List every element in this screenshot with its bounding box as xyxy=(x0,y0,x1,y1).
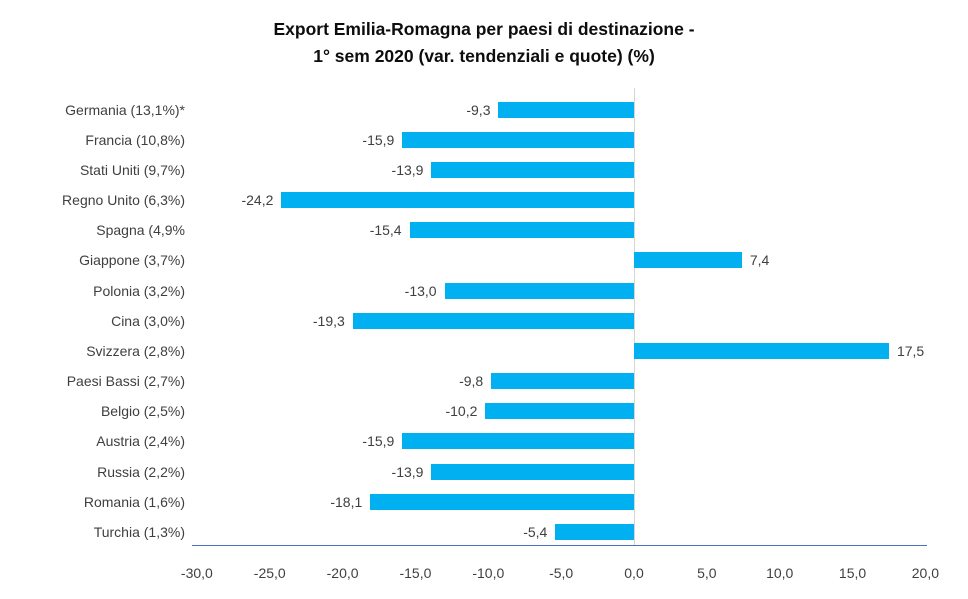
bar xyxy=(409,222,634,239)
x-tick-label: 20,0 xyxy=(911,565,940,581)
x-tick-label: -20,0 xyxy=(326,565,359,581)
category-label: Stati Uniti (9,7%) xyxy=(79,161,185,178)
category-label: Russia (2,2%) xyxy=(97,463,185,480)
category-label: Paesi Bassi (2,7%) xyxy=(66,373,185,390)
value-label: -9,8 xyxy=(459,373,484,390)
value-label: -15,4 xyxy=(369,222,402,239)
bar xyxy=(634,252,742,269)
value-label: 17,5 xyxy=(896,342,925,359)
value-label: -19,3 xyxy=(312,312,345,329)
value-label: -24,2 xyxy=(241,192,274,209)
bar xyxy=(402,131,634,148)
value-label: -13,0 xyxy=(404,282,437,299)
x-tick-label: 0,0 xyxy=(624,565,644,581)
value-label: -9,3 xyxy=(466,101,491,118)
category-label: Spagna (4,9% xyxy=(96,222,185,239)
x-tick-label: -15,0 xyxy=(399,565,432,581)
value-label: -5,4 xyxy=(523,523,548,540)
value-label: -18,1 xyxy=(330,493,363,510)
bar xyxy=(431,463,634,480)
value-label: -10,2 xyxy=(445,403,478,420)
category-label: Francia (10,8%) xyxy=(85,131,185,148)
bar xyxy=(555,523,634,540)
bar xyxy=(485,403,634,420)
x-tick-label: -30,0 xyxy=(180,565,213,581)
category-label: Regno Unito (6,3%) xyxy=(62,192,185,209)
value-label: -13,9 xyxy=(391,161,424,178)
bar xyxy=(370,493,634,510)
value-label: -13,9 xyxy=(391,463,424,480)
category-label: Belgio (2,5%) xyxy=(100,403,185,420)
category-label: Polonia (3,2%) xyxy=(93,282,185,299)
value-label: 7,4 xyxy=(749,252,770,269)
bar xyxy=(281,192,634,209)
zero-baseline xyxy=(633,88,635,545)
x-tick-label: -5,0 xyxy=(549,565,574,581)
bar xyxy=(498,101,634,118)
bar xyxy=(491,373,634,390)
value-label: -15,9 xyxy=(362,433,395,450)
x-tick-label: -25,0 xyxy=(253,565,286,581)
bar xyxy=(402,433,634,450)
bar xyxy=(352,312,634,329)
category-label: Romania (1,6%) xyxy=(83,493,185,510)
category-label: Turchia (1,3%) xyxy=(93,523,185,540)
value-label: -15,9 xyxy=(362,131,395,148)
x-axis-line xyxy=(192,544,927,546)
x-tick-label: 15,0 xyxy=(838,565,867,581)
category-label: Giappone (3,7%) xyxy=(79,252,185,269)
chart-title-line2: 1° sem 2020 (var. tendenziali e quote) (… xyxy=(313,46,655,66)
category-label: Cina (3,0%) xyxy=(111,312,185,329)
category-label: Austria (2,4%) xyxy=(96,433,185,450)
bar xyxy=(431,161,634,178)
category-label: Germania (13,1%)* xyxy=(65,101,185,118)
category-label: Svizzera (2,8%) xyxy=(86,342,185,359)
x-tick-label: 5,0 xyxy=(697,565,717,581)
bar xyxy=(444,282,634,299)
chart-title: Export Emilia-Romagna per paesi di desti… xyxy=(0,16,968,70)
bar xyxy=(634,342,889,359)
x-tick-label: -10,0 xyxy=(472,565,505,581)
chart-title-line1: Export Emilia-Romagna per paesi di desti… xyxy=(273,19,695,39)
x-tick-label: 10,0 xyxy=(766,565,794,581)
